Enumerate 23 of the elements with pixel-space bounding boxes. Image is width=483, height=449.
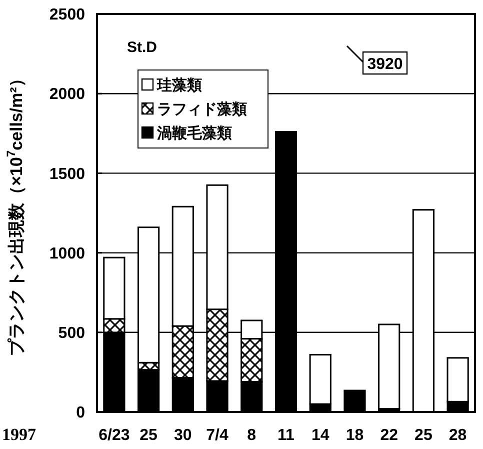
y-tick-label: 1500 <box>49 166 86 183</box>
y-tick-label: 1000 <box>49 245 86 262</box>
legend-label: 渦鞭毛藻類 <box>156 125 232 142</box>
y-tick-label: 2500 <box>49 6 86 24</box>
text: 1997 <box>2 425 36 444</box>
x-tick-label: 25 <box>140 427 158 444</box>
annotation: 3920 <box>367 56 403 73</box>
x-tick-label: 25 <box>414 427 432 444</box>
x-tick-label: 18 <box>346 427 364 444</box>
x-tick-label: 8 <box>247 427 256 444</box>
x-tick-label: 6/23 <box>98 427 130 444</box>
text: St.D <box>127 39 158 56</box>
x-tick-label: 30 <box>174 427 192 444</box>
x-tick-label: 7/4 <box>206 427 228 444</box>
x-tick-label: 14 <box>311 427 330 444</box>
x-tick-label: 11 <box>278 427 295 444</box>
legend-label: ラフィド藻類 <box>157 101 247 118</box>
legend-label: 珪藻類 <box>156 77 202 94</box>
y-tick-label: 500 <box>58 325 86 342</box>
x-tick-label: 22 <box>380 427 398 444</box>
y-tick-label: 2000 <box>49 86 86 104</box>
y-tick-label: 0 <box>76 404 86 422</box>
x-tick-label: 28 <box>448 427 467 444</box>
